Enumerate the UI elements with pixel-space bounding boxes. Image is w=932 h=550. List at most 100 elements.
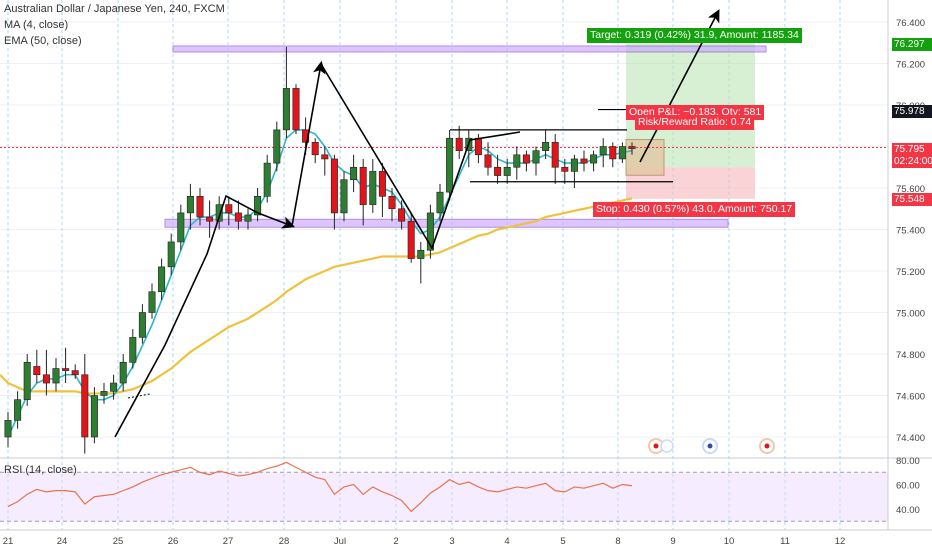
event-marker-dot [764, 443, 770, 449]
open-pl-zone [625, 139, 665, 176]
candle-body [225, 204, 233, 214]
candle-body [378, 171, 386, 197]
date-tick-label: 21 [3, 536, 14, 547]
candle-body [599, 146, 607, 156]
rsi-tick-label: 80.00 [896, 456, 920, 467]
rsi-tick-label: 60.00 [896, 481, 920, 492]
candle-body [359, 166, 367, 205]
candle-body [311, 142, 319, 156]
candle-body [522, 154, 530, 164]
candle-body [628, 146, 636, 149]
rsi-band [0, 472, 888, 522]
candle-body [532, 150, 540, 164]
trend-drawings [114, 9, 720, 438]
candle-body [398, 208, 406, 222]
candle-body [138, 312, 146, 338]
candle-body [282, 88, 290, 131]
date-tick-label: 4 [504, 536, 509, 547]
candle-body [580, 158, 588, 164]
candle-body [350, 166, 358, 180]
date-tick-label: 11 [780, 536, 790, 547]
price-tick-label: 76.200 [896, 60, 925, 71]
resistance-zone [172, 45, 767, 53]
date-tick-label: 2 [393, 536, 398, 547]
candle-body [340, 179, 348, 214]
candle-body [215, 204, 223, 222]
candle-body [110, 382, 118, 392]
ema-legend[interactable]: EMA (50, close) [4, 35, 82, 47]
date-tick-label: 27 [223, 536, 234, 547]
candle-body [426, 212, 434, 251]
candle-body [561, 166, 569, 172]
target-price-tag: 76.297 [892, 38, 932, 51]
candle-body [590, 154, 598, 164]
candle-body [436, 191, 444, 214]
candle-body [369, 171, 377, 205]
event-marker-dot [653, 443, 659, 449]
date-tick-label: 25 [113, 536, 124, 547]
candle-body [148, 291, 156, 313]
candle-body [90, 395, 98, 438]
price-tick-label: 75.600 [896, 184, 925, 195]
candle-body [330, 158, 338, 214]
price-tick-label: 74.400 [896, 433, 925, 444]
candle-body [177, 212, 185, 243]
candle-body [33, 366, 41, 376]
trend-path-2 [291, 60, 326, 227]
event-marker [660, 439, 674, 453]
stop-price-tag: 75.548 [892, 193, 932, 206]
candle-body [42, 374, 50, 384]
candle-body [234, 212, 242, 222]
candle-body [503, 166, 511, 176]
candle-body [23, 361, 31, 400]
symbol-legend[interactable]: Australian Dollar / Japanese Yen, 240, F… [4, 3, 225, 15]
candle-body [446, 137, 454, 193]
candle-body [52, 368, 60, 384]
price-tick-label: 74.800 [896, 350, 925, 361]
candle-body [388, 196, 396, 210]
candle-body [618, 146, 626, 160]
date-tick-label: 10 [724, 536, 735, 547]
candle-body [71, 370, 79, 376]
candle-body [81, 374, 89, 438]
candle-body [417, 249, 425, 259]
candle-body [484, 154, 492, 168]
grid-lines [0, 0, 888, 530]
candle-body [119, 361, 127, 384]
candle-body [513, 154, 521, 168]
date-tick-label: 12 [835, 536, 846, 547]
candle-body [254, 196, 262, 216]
candle-body [407, 220, 415, 259]
candle-body [100, 391, 108, 396]
ma-legend[interactable]: MA (4, close) [4, 19, 69, 31]
tp-line-price-tag: 75.978 [892, 105, 932, 118]
candle-body [273, 129, 281, 164]
price-tick-label: 75.000 [896, 309, 925, 320]
rsi-tick-label: 40.00 [896, 505, 920, 516]
stop-label: Stop: 0.430 (0.57%) 43.0, Amount: 750.17 [593, 202, 796, 217]
candle-body [158, 266, 166, 293]
date-tick-label: 26 [168, 536, 179, 547]
countdown-tag: 02:24:00 [892, 155, 932, 168]
candle-body [196, 196, 204, 218]
candle-body [206, 216, 214, 222]
date-tick-label: 28 [279, 536, 290, 547]
candle-body [474, 137, 482, 156]
candle-body [186, 196, 194, 214]
rsi-line [7, 461, 633, 513]
candle-body [62, 368, 70, 371]
candle-body [570, 158, 578, 172]
rsi-pane [0, 461, 888, 522]
date-tick-label: 9 [670, 536, 675, 547]
date-tick-label: 8 [615, 536, 620, 547]
trend-path-3 [320, 63, 521, 250]
risk-reward-label: Risk/Reward Ratio: 0.74 [635, 115, 755, 130]
event-markers [648, 438, 775, 454]
date-tick-label: 24 [57, 536, 68, 547]
rsi-legend[interactable]: RSI (14, close) [4, 464, 77, 476]
candle-body [292, 88, 300, 131]
date-tick-label: 3 [449, 536, 454, 547]
